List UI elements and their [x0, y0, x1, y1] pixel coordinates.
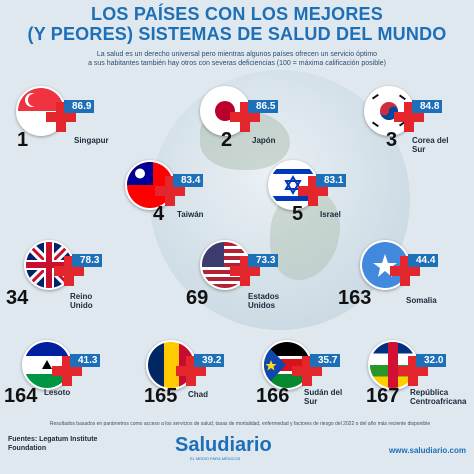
country-label: Japón [252, 136, 276, 145]
score-label: 86.5 [248, 100, 279, 113]
rank-label: 2 [221, 129, 233, 151]
website-link[interactable]: www.saludiario.com [388, 446, 466, 455]
country-item: 39.2 165 Chad [144, 340, 256, 406]
brand-tagline: EL MEDIO PARA MÉDICOS [190, 456, 241, 461]
medical-cross-icon [230, 256, 260, 286]
country-item: 78.3 34 Reino Unido [6, 240, 134, 310]
country-item: 35.7 166 Sudán del Sur [256, 340, 372, 406]
score-label: 83.1 [316, 174, 347, 187]
country-label: Reino Unido [70, 292, 93, 310]
rank-label: 166 [256, 385, 290, 407]
rank-label: 164 [4, 385, 38, 407]
rank-label: 3 [386, 129, 398, 151]
brand-logo: Saludiario [175, 434, 272, 456]
country-item: 83.4 4 Taiwán [125, 160, 235, 225]
score-label: 73.3 [248, 254, 279, 267]
medical-cross-icon [230, 102, 260, 132]
country-label: Israel [320, 210, 341, 219]
rank-label: 163 [338, 287, 372, 309]
rank-label: 1 [17, 129, 29, 151]
title-line-1: LOS PAÍSES CON LOS MEJORES [91, 4, 383, 24]
country-item: 73.3 69 Estados Unidos [186, 240, 310, 310]
country-label: República Centroafricana [410, 388, 467, 406]
title-line-2: (Y PEORES) SISTEMAS DE SALUD DEL MUNDO [27, 24, 447, 44]
rank-label: 167 [366, 385, 400, 407]
medical-cross-icon [46, 102, 76, 132]
score-label: 86.9 [64, 100, 95, 113]
country-label: Lesoto [44, 388, 71, 397]
medical-cross-icon [155, 176, 185, 206]
medical-cross-icon [292, 356, 322, 386]
rank-label: 34 [6, 287, 29, 309]
country-item: 83.1 5 Israel [268, 160, 378, 225]
somalia-flag-icon [360, 240, 410, 290]
country-item: 86.5 2 Japón [200, 86, 310, 151]
score-label: 44.4 [408, 254, 439, 267]
score-label: 35.7 [310, 354, 341, 367]
source-note: Fuentes: Legatum Institute Foundation [8, 436, 98, 452]
rank-label: 165 [144, 385, 178, 407]
medical-cross-icon [298, 176, 328, 206]
subtitle-line-2: a sus habitantes también hay otros con s… [88, 60, 386, 67]
country-item: 41.3 164 Lesoto [4, 340, 132, 406]
country-label: Somalia [406, 296, 437, 305]
country-item: 84.8 3 Corea del Sur [364, 86, 474, 154]
lesotho-flag-icon [22, 340, 72, 390]
country-label: Chad [188, 390, 208, 399]
score-label: 78.3 [72, 254, 103, 267]
country-label: Estados Unidos [248, 292, 280, 310]
page-title: LOS PAÍSES CON LOS MEJORES (Y PEORES) SI… [0, 4, 474, 44]
country-label: Taiwán [177, 210, 204, 219]
medical-cross-icon [394, 102, 424, 132]
country-item: 44.4 163 Somalia [338, 240, 470, 308]
score-label: 39.2 [194, 354, 225, 367]
medical-cross-icon [52, 356, 82, 386]
country-label: Corea del Sur [412, 136, 449, 154]
rank-label: 5 [292, 203, 304, 225]
medical-cross-icon [390, 256, 420, 286]
subtitle: La salud es un derecho universal pero mi… [40, 50, 434, 68]
score-label: 83.4 [173, 174, 204, 187]
country-label: Singapur [74, 136, 109, 145]
subtitle-line-1: La salud es un derecho universal pero mi… [96, 51, 378, 58]
medical-cross-icon [54, 256, 84, 286]
country-item: 86.9 1 Singapur [16, 86, 126, 151]
score-label: 41.3 [70, 354, 101, 367]
country-item: 32.0 167 República Centroafricana [366, 340, 474, 406]
score-label: 84.8 [412, 100, 443, 113]
medical-cross-icon [398, 356, 428, 386]
score-label: 32.0 [416, 354, 447, 367]
rank-label: 4 [153, 203, 165, 225]
footnote: Resultados basados en parámetros como ac… [49, 421, 431, 427]
medical-cross-icon [176, 356, 206, 386]
rank-label: 69 [186, 287, 209, 309]
country-label: Sudán del Sur [304, 388, 343, 406]
